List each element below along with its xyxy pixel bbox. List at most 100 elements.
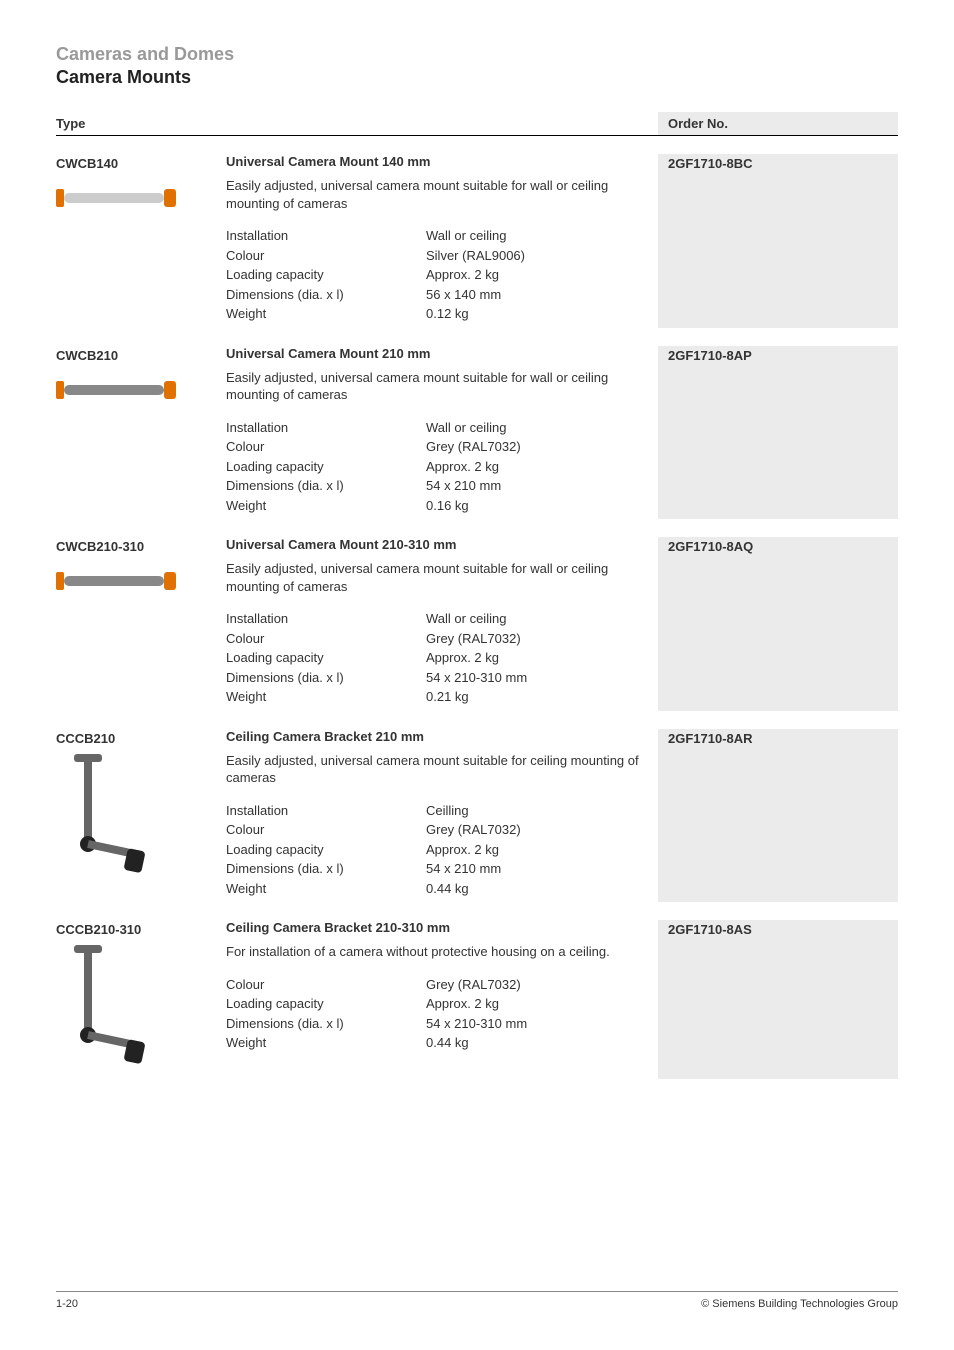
spec-value: Approx. 2 kg [426, 457, 658, 477]
spec-row: Weight0.44 kg [226, 1033, 658, 1053]
product-row: CCCB210-310 Ceiling Camera Bracket 210-3… [56, 920, 898, 1075]
product-title: Universal Camera Mount 210 mm [226, 346, 658, 361]
product-row: CWCB140 Universal Camera Mount 140 mmEas… [56, 154, 898, 324]
spec-row: Dimensions (dia. x l)54 x 210-310 mm [226, 668, 658, 688]
spec-value: 54 x 210-310 mm [426, 1014, 658, 1034]
spec-value: Grey (RAL7032) [426, 437, 658, 457]
spec-row: InstallationWall or ceiling [226, 226, 658, 246]
spec-label: Colour [226, 820, 426, 840]
spec-label: Loading capacity [226, 265, 426, 285]
section-title: Cameras and Domes [56, 44, 898, 65]
spec-value: Approx. 2 kg [426, 648, 658, 668]
spec-value: 0.44 kg [426, 879, 658, 899]
spec-label: Installation [226, 418, 426, 438]
spec-label: Installation [226, 609, 426, 629]
spec-row: Weight0.21 kg [226, 687, 658, 707]
ceiling-bracket-icon [56, 945, 156, 1075]
product-title: Universal Camera Mount 140 mm [226, 154, 658, 169]
product-title: Ceiling Camera Bracket 210-310 mm [226, 920, 658, 935]
spec-label: Dimensions (dia. x l) [226, 668, 426, 688]
spec-row: Dimensions (dia. x l)54 x 210 mm [226, 476, 658, 496]
spec-value: 0.21 kg [426, 687, 658, 707]
product-description: Ceiling Camera Bracket 210 mm Easily adju… [226, 729, 658, 899]
product-model: CWCB210 [56, 346, 226, 411]
page-footer: 1-20 © Siemens Building Technologies Gro… [56, 1291, 898, 1310]
header-order: Order No. [658, 112, 898, 135]
product-row: CWCB210-310 Universal Camera Mount 210-3… [56, 537, 898, 707]
spec-row: Dimensions (dia. x l)54 x 210-310 mm [226, 1014, 658, 1034]
spec-value: 0.16 kg [426, 496, 658, 516]
spec-label: Weight [226, 687, 426, 707]
spec-label: Weight [226, 304, 426, 324]
product-order-no: 2GF1710-8AR [658, 729, 898, 903]
wall-mount-icon [56, 375, 186, 405]
spec-row: Loading capacityApprox. 2 kg [226, 840, 658, 860]
spec-row: Weight0.44 kg [226, 879, 658, 899]
spec-value: Grey (RAL7032) [426, 820, 658, 840]
product-image [56, 560, 186, 602]
product-model: CCCB210 [56, 729, 226, 884]
spec-label: Weight [226, 879, 426, 899]
spec-value: Grey (RAL7032) [426, 629, 658, 649]
spec-value: Wall or ceiling [426, 226, 658, 246]
product-model-label: CCCB210 [56, 731, 226, 746]
product-desc-text: Easily adjusted, universal camera mount … [226, 177, 658, 212]
subsection-title: Camera Mounts [56, 67, 898, 88]
spec-value: Grey (RAL7032) [426, 975, 658, 995]
spec-label: Dimensions (dia. x l) [226, 859, 426, 879]
ceiling-bracket-icon [56, 754, 156, 884]
product-description: Ceiling Camera Bracket 210-310 mm For ins… [226, 920, 658, 1053]
spec-row: Weight0.12 kg [226, 304, 658, 324]
spec-value: Silver (RAL9006) [426, 246, 658, 266]
spec-row: Loading capacityApprox. 2 kg [226, 994, 658, 1014]
spec-row: Loading capacityApprox. 2 kg [226, 265, 658, 285]
product-image [56, 369, 186, 411]
spec-value: Approx. 2 kg [426, 840, 658, 860]
product-model-label: CWCB210-310 [56, 539, 226, 554]
product-order-no: 2GF1710-8AS [658, 920, 898, 1079]
wall-mount-icon [56, 183, 186, 213]
product-description: Universal Camera Mount 210 mmEasily adju… [226, 346, 658, 516]
spec-value: Wall or ceiling [426, 418, 658, 438]
product-order-no: 2GF1710-8BC [658, 154, 898, 328]
spec-label: Colour [226, 975, 426, 995]
product-image [56, 945, 166, 1075]
product-model-label: CWCB210 [56, 348, 226, 363]
spec-label: Loading capacity [226, 840, 426, 860]
spec-value: 54 x 210 mm [426, 476, 658, 496]
product-image [56, 177, 186, 219]
spec-label: Loading capacity [226, 994, 426, 1014]
spec-value: Approx. 2 kg [426, 994, 658, 1014]
spec-label: Weight [226, 1033, 426, 1053]
spec-label: Dimensions (dia. x l) [226, 476, 426, 496]
spec-row: ColourSilver (RAL9006) [226, 246, 658, 266]
product-description: Universal Camera Mount 140 mm Easily adju… [226, 154, 658, 324]
product-order-no: 2GF1710-8AP [658, 346, 898, 520]
product-desc-text: Easily adjusted, universal camera mount … [226, 752, 658, 787]
spec-value: Wall or ceiling [426, 609, 658, 629]
spec-value: 0.44 kg [426, 1033, 658, 1053]
spec-label: Dimensions (dia. x l) [226, 285, 426, 305]
spec-row: ColourGrey (RAL7032) [226, 820, 658, 840]
spec-row: ColourGrey (RAL7032) [226, 437, 658, 457]
spec-label: Weight [226, 496, 426, 516]
spec-label: Installation [226, 801, 426, 821]
product-order-no: 2GF1710-8AQ [658, 537, 898, 711]
spec-value: Approx. 2 kg [426, 265, 658, 285]
spec-row: Weight0.16 kg [226, 496, 658, 516]
spec-label: Loading capacity [226, 648, 426, 668]
spec-row: ColourGrey (RAL7032) [226, 629, 658, 649]
product-row: CWCB210 Universal Camera Mount 210 mmEas… [56, 346, 898, 516]
footer-copyright: © Siemens Building Technologies Group [701, 1298, 898, 1310]
spec-label: Colour [226, 437, 426, 457]
spec-row: InstallationCeilling [226, 801, 658, 821]
product-model: CCCB210-310 [56, 920, 226, 1075]
product-desc-text: For installation of a camera without pro… [226, 943, 658, 961]
spec-value: 56 x 140 mm [426, 285, 658, 305]
product-model-label: CCCB210-310 [56, 922, 226, 937]
product-title: Ceiling Camera Bracket 210 mm [226, 729, 658, 744]
product-desc-text: Easily adjusted, universal camera mount … [226, 560, 658, 595]
spec-label: Loading capacity [226, 457, 426, 477]
spec-value: 0.12 kg [426, 304, 658, 324]
header-type: Type [56, 116, 226, 131]
